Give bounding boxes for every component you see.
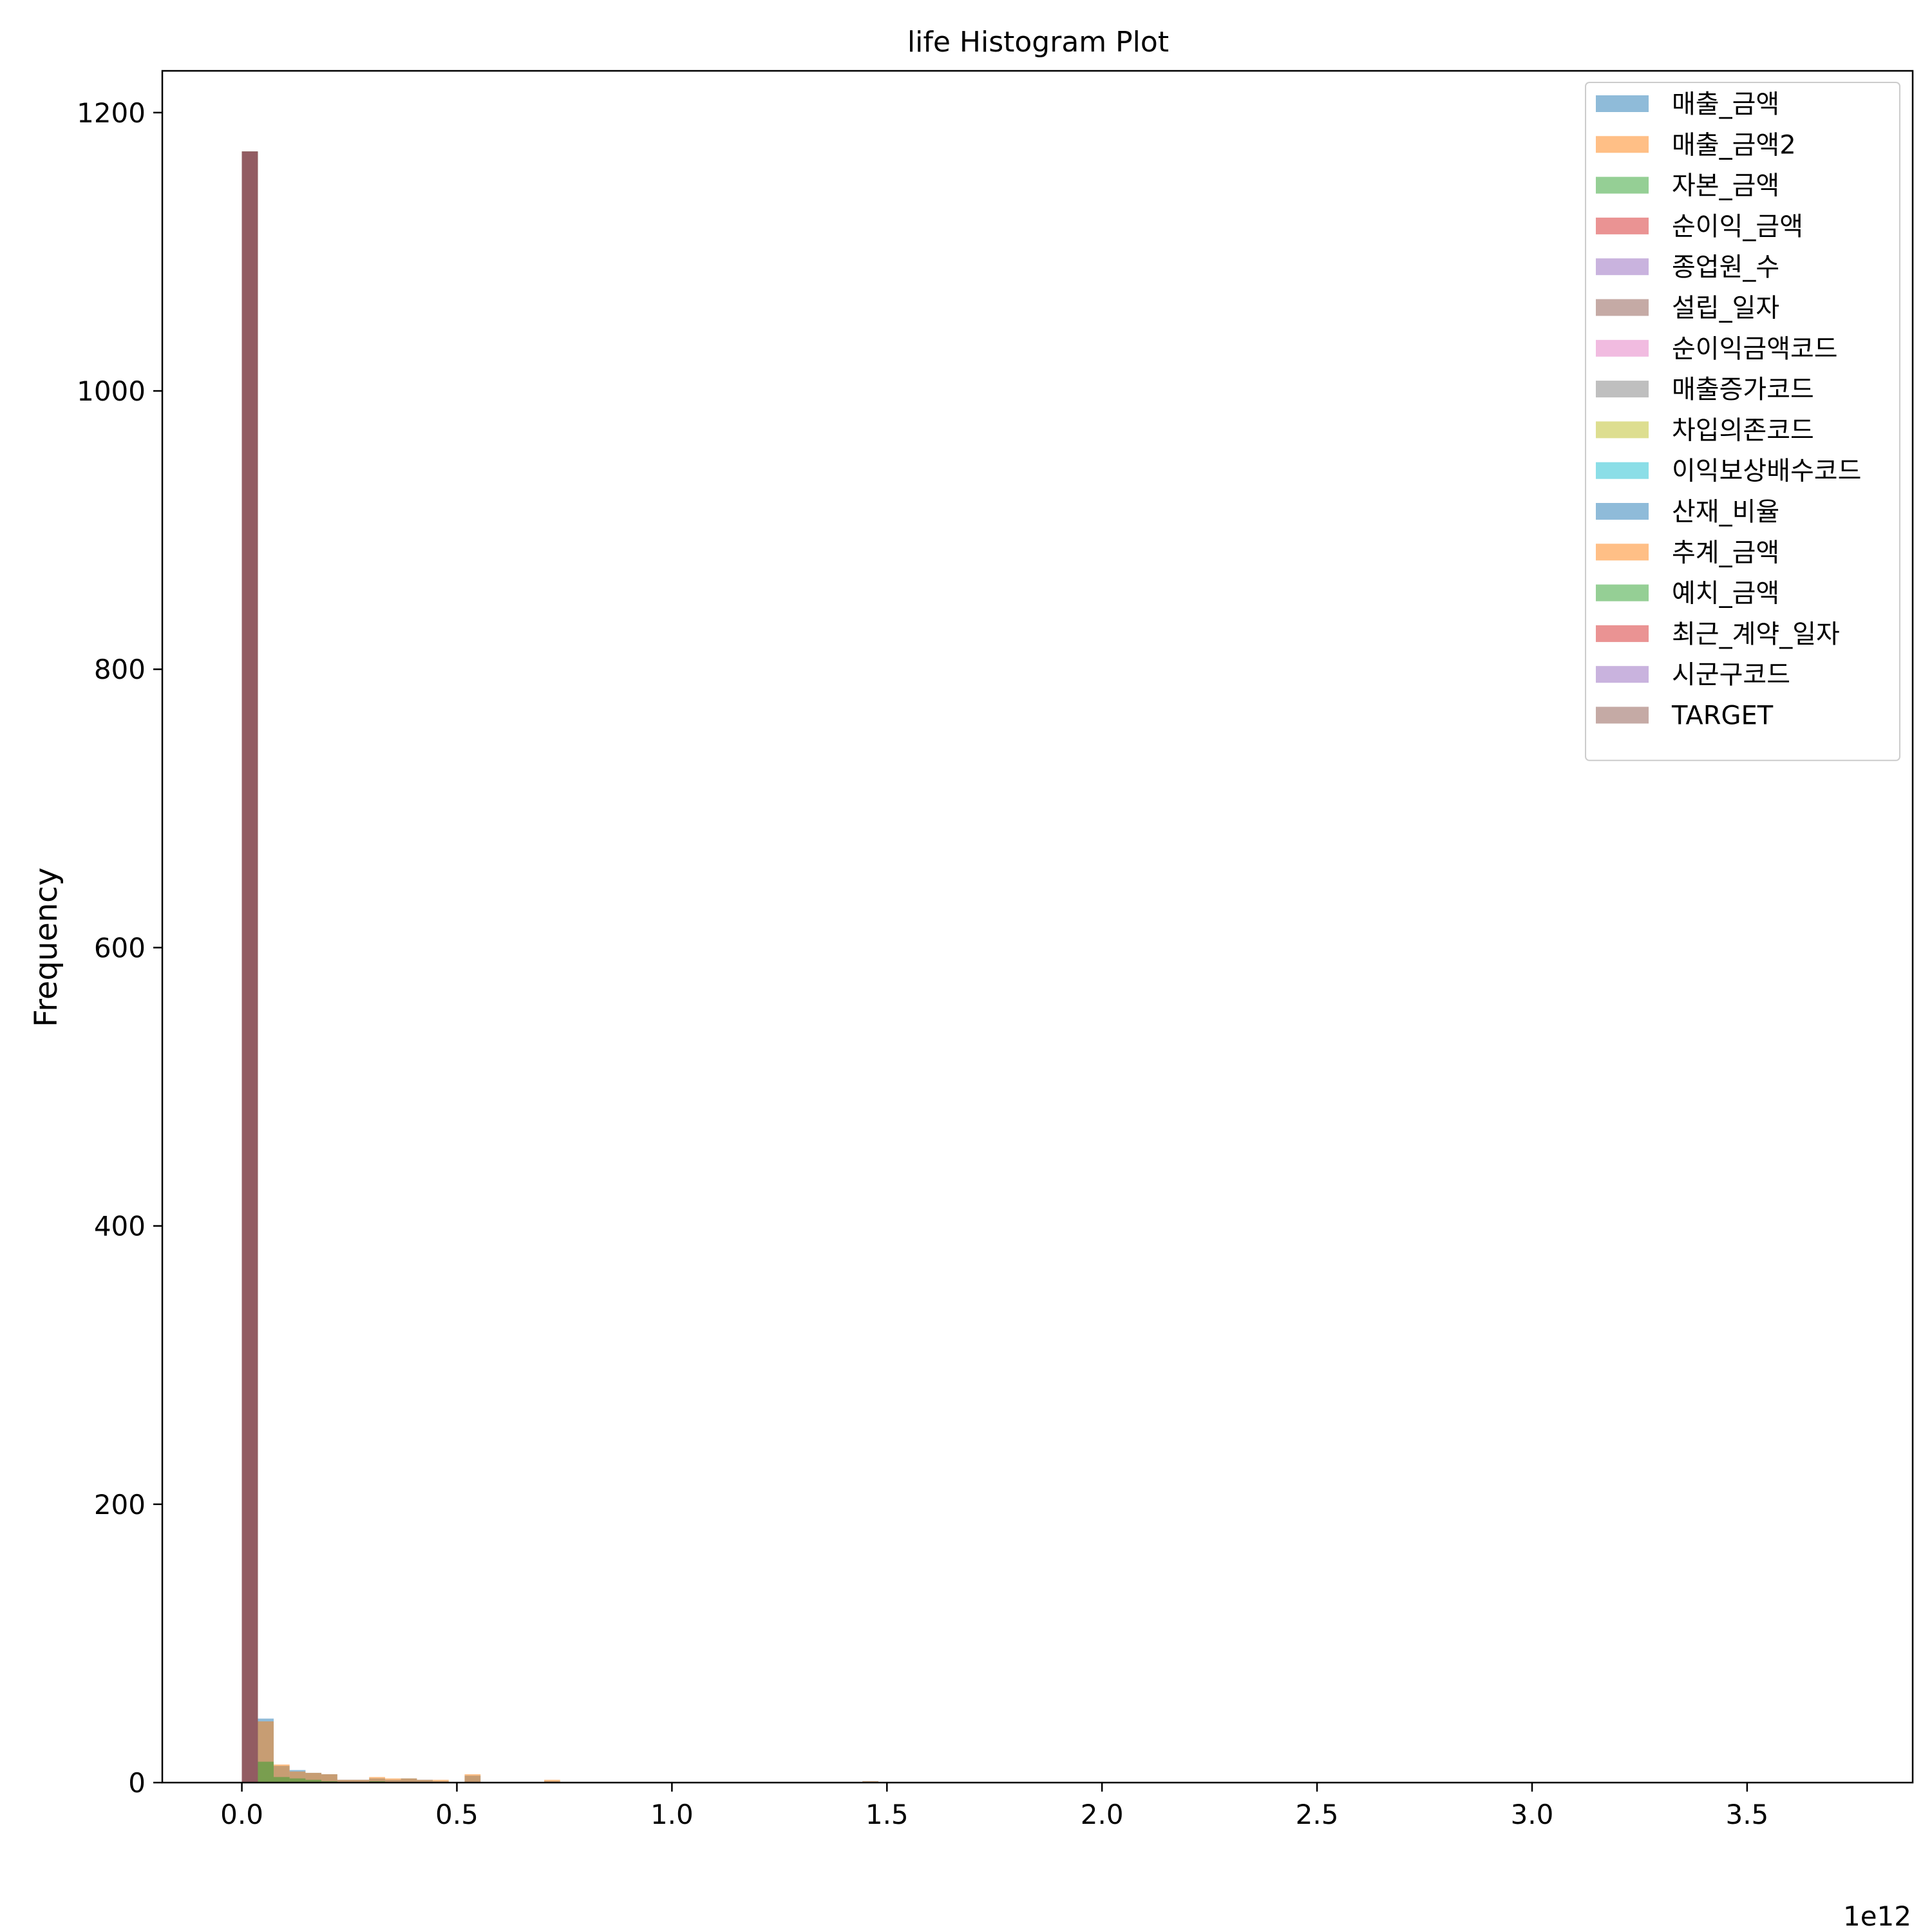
legend-label: 순이익금액코드: [1672, 334, 1838, 364]
histogram-bar: [417, 1779, 433, 1783]
y-tick-label: 1200: [77, 97, 146, 129]
histogram-bar: [337, 1779, 354, 1783]
chart-title: life Histogram Plot: [907, 26, 1169, 59]
x-tick-label: 3.5: [1725, 1799, 1768, 1830]
histogram-bar: [273, 1777, 290, 1783]
legend-label: 매출_금액2: [1672, 130, 1796, 160]
legend-label: 차입의존코드: [1672, 415, 1814, 445]
histogram-bar: [258, 1761, 274, 1783]
legend-label: 매출증가코드: [1672, 375, 1814, 404]
legend-swatch: [1596, 503, 1649, 520]
histogram-bar: [242, 151, 258, 1783]
x-axis-offset-label: 1e12: [1843, 1900, 1911, 1932]
y-tick-label: 200: [94, 1489, 146, 1520]
histogram-bar: [433, 1779, 449, 1783]
legend-label: TARGET: [1671, 701, 1774, 731]
legend-swatch: [1596, 95, 1649, 112]
legend-label: 예치_금액: [1672, 579, 1779, 609]
legend-swatch: [1596, 625, 1649, 642]
legend-label: 종업원_수: [1672, 252, 1779, 282]
axes-frame: [161, 70, 1914, 1784]
y-tick-label: 0: [128, 1767, 146, 1799]
legend-swatch: [1596, 339, 1649, 357]
histogram-bar: [464, 1774, 481, 1783]
legend-swatch: [1596, 381, 1649, 398]
legend-label: 이익보상배수코드: [1672, 457, 1861, 486]
x-tick-label: 1.5: [866, 1799, 909, 1830]
y-tick-label: 600: [94, 932, 146, 963]
histogram-bar: [353, 1779, 370, 1783]
histogram-bar: [305, 1779, 322, 1783]
legend-label: 산재_비율: [1672, 497, 1779, 527]
histogram-bar: [369, 1777, 385, 1783]
x-tick-label: 0.5: [435, 1799, 478, 1830]
legend-label: 설립_일자: [1672, 294, 1779, 323]
legend-label: 시군구코드: [1672, 660, 1790, 690]
legend-swatch: [1596, 584, 1649, 601]
y-tick-label: 1000: [77, 375, 146, 407]
legend-swatch: [1596, 666, 1649, 683]
legend-swatch: [1596, 217, 1649, 234]
histogram-bar: [289, 1778, 306, 1783]
legend-swatch: [1596, 176, 1649, 194]
ticks-layer: 0.0 0.5 1.0 1.5 2.0 2.5 3.0 3.5 0 200 400 600 800 100…: [77, 97, 1768, 1830]
histogram-bar: [544, 1779, 560, 1783]
bars-layer: [242, 151, 878, 1783]
legend-label: 순이익_금액: [1672, 212, 1803, 242]
x-tick-label: 1.0: [650, 1799, 694, 1830]
y-tick-label: 800: [94, 654, 146, 685]
histogram-bar: [401, 1778, 417, 1783]
x-tick-label: 2.5: [1296, 1799, 1339, 1830]
legend-box: [1585, 82, 1900, 761]
x-tick-label: 3.0: [1511, 1799, 1554, 1830]
legend-label: 추계_금액: [1672, 538, 1779, 567]
legend-swatch: [1596, 462, 1649, 479]
x-tick-label: 2.0: [1081, 1799, 1124, 1830]
legend-swatch: [1596, 421, 1649, 439]
legend-swatch: [1596, 544, 1649, 561]
histogram-bar: [321, 1774, 337, 1783]
legend-swatch: [1596, 258, 1649, 276]
histogram-bar: [384, 1778, 401, 1783]
y-tick-label: 400: [94, 1211, 146, 1242]
legend-label: 자본_금액: [1672, 171, 1779, 201]
legend-swatch: [1596, 136, 1649, 153]
y-axis-label: Frequency: [28, 867, 64, 1027]
legend-label: 매출_금액: [1672, 90, 1779, 119]
legend-swatch: [1596, 299, 1649, 316]
legend-swatch: [1596, 706, 1649, 724]
legend-label: 최근_계약_일자: [1672, 620, 1840, 649]
x-tick-label: 0.0: [220, 1799, 263, 1830]
